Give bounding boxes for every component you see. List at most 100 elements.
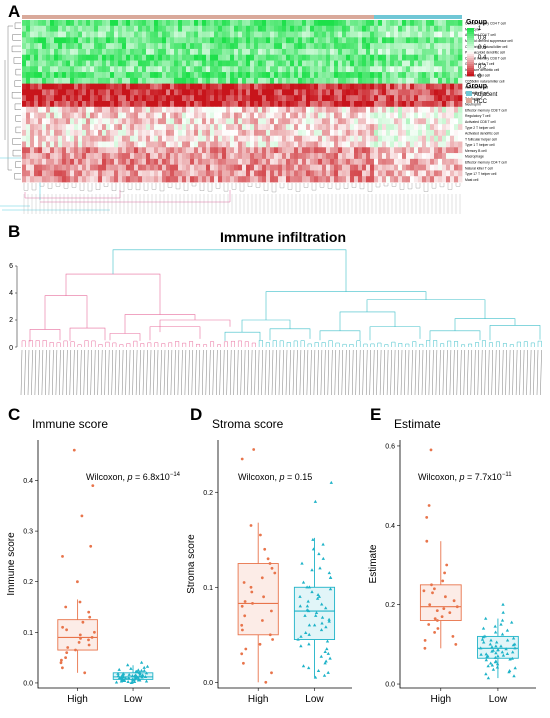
- heatmap-cell: [314, 54, 319, 61]
- column-dendro-branch: [343, 183, 349, 189]
- heatmap-cell: [134, 48, 139, 56]
- heatmap-cell: [402, 141, 407, 148]
- boxplot-point-high: [66, 646, 70, 649]
- heatmap-cell: [322, 106, 327, 113]
- heatmap-cell: [258, 48, 263, 56]
- heatmap-cell: [178, 176, 183, 183]
- heatmap-scale-tick: 0: [478, 74, 482, 80]
- heatmap-cell: [326, 147, 331, 154]
- heatmap-cell: [418, 83, 423, 90]
- heatmap-cell: [210, 25, 215, 32]
- dendrogram-leaf-label: [491, 349, 493, 396]
- heatmap-cell: [330, 77, 335, 85]
- heatmap-cell: [94, 118, 99, 125]
- heatmap-cell: [234, 60, 239, 67]
- heatmap-cell: [262, 77, 267, 85]
- heatmap-cell: [394, 135, 399, 142]
- heatmap-cell: [102, 129, 107, 137]
- heatmap-cell: [82, 89, 87, 96]
- heatmap-cell: [298, 95, 303, 102]
- heatmap-cell: [102, 83, 107, 90]
- heatmap-cell: [438, 37, 443, 44]
- heatmap-cell: [186, 20, 191, 27]
- heatmap-cell: [222, 48, 227, 56]
- heatmap-cell: [66, 112, 71, 119]
- heatmap-cell: [350, 77, 355, 85]
- heatmap-cell: [438, 129, 443, 137]
- dendrogram-leaf-label: [463, 349, 465, 396]
- heatmap-row-label: Gamma delta T cell: [465, 62, 495, 66]
- heatmap-cell: [342, 170, 347, 177]
- heatmap-cell: [422, 60, 427, 67]
- heatmap-cell: [174, 48, 179, 56]
- dendrogram-branch: [269, 328, 311, 341]
- heatmap-cell: [458, 106, 463, 113]
- heatmap-cell: [266, 60, 271, 67]
- heatmap-cell: [106, 48, 111, 56]
- heatmap-cell: [322, 43, 327, 50]
- heatmap-cell: [282, 72, 287, 79]
- heatmap-cell: [402, 112, 407, 119]
- dendrogram-leaf-label: [536, 349, 539, 396]
- heatmap-cell: [22, 43, 27, 50]
- heatmap-cell: [186, 25, 191, 32]
- dendrogram-leaf-branch: [133, 340, 138, 347]
- heatmap-cell: [182, 170, 187, 177]
- heatmap-cell: [126, 95, 131, 102]
- dendrogram-leaf-label: [142, 349, 145, 396]
- heatmap-cell: [122, 54, 127, 61]
- heatmap-cell: [346, 20, 351, 27]
- heatmap-cell: [242, 112, 247, 119]
- heatmap-cell: [146, 158, 151, 166]
- heatmap-cell: [42, 101, 47, 108]
- heatmap-cell: [266, 141, 271, 148]
- heatmap-cell: [326, 176, 331, 183]
- heatmap-cell: [194, 48, 199, 56]
- heatmap-cell: [406, 25, 411, 32]
- heatmap-cell: [110, 60, 115, 67]
- heatmap-cell: [130, 135, 135, 142]
- heatmap-cell: [126, 31, 131, 38]
- heatmap-cell: [30, 170, 35, 177]
- heatmap-cell: [86, 37, 91, 44]
- heatmap-cell: [70, 31, 75, 38]
- dendrogram-branch: [159, 319, 231, 333]
- heatmap-cell: [178, 170, 183, 177]
- heatmap-cell: [406, 72, 411, 79]
- heatmap-cell: [118, 170, 123, 177]
- dendrogram-leaf-label: [334, 349, 336, 396]
- heatmap-cell: [234, 20, 239, 27]
- column-dendro-branch: [23, 183, 29, 191]
- heatmap-cell: [358, 95, 363, 102]
- heatmap-cell: [178, 135, 183, 142]
- heatmap-cell: [122, 31, 127, 38]
- heatmap-cell: [218, 77, 223, 85]
- heatmap-cell: [246, 118, 251, 125]
- heatmap-cell: [418, 20, 423, 27]
- heatmap-cell: [214, 83, 219, 90]
- heatmap-cell: [434, 77, 439, 85]
- heatmap-cell: [70, 112, 75, 119]
- heatmap-cell: [370, 147, 375, 154]
- boxplot-point-low: [306, 599, 310, 603]
- heatmap-cell: [374, 83, 379, 90]
- heatmap-cell: [366, 31, 371, 38]
- heatmap-cell: [450, 106, 455, 113]
- heatmap-cell: [278, 43, 283, 50]
- dendrogram-leaf-label: [202, 349, 204, 396]
- heatmap-cell: [74, 147, 79, 154]
- heatmap-cell: [222, 164, 227, 171]
- heatmap-cell: [358, 170, 363, 177]
- heatmap-cell: [42, 141, 47, 148]
- heatmap-cell: [26, 66, 31, 73]
- heatmap-cell: [46, 95, 51, 102]
- heatmap-cell: [98, 147, 103, 154]
- heatmap-cell: [290, 83, 295, 90]
- heatmap-cell: [386, 164, 391, 171]
- boxplot-point-high: [433, 587, 436, 591]
- heatmap-cell: [186, 60, 191, 67]
- column-dendro-branch: [439, 183, 445, 188]
- heatmap-cell: [178, 95, 183, 102]
- heatmap-cell: [434, 135, 439, 142]
- heatmap-cell: [34, 37, 39, 44]
